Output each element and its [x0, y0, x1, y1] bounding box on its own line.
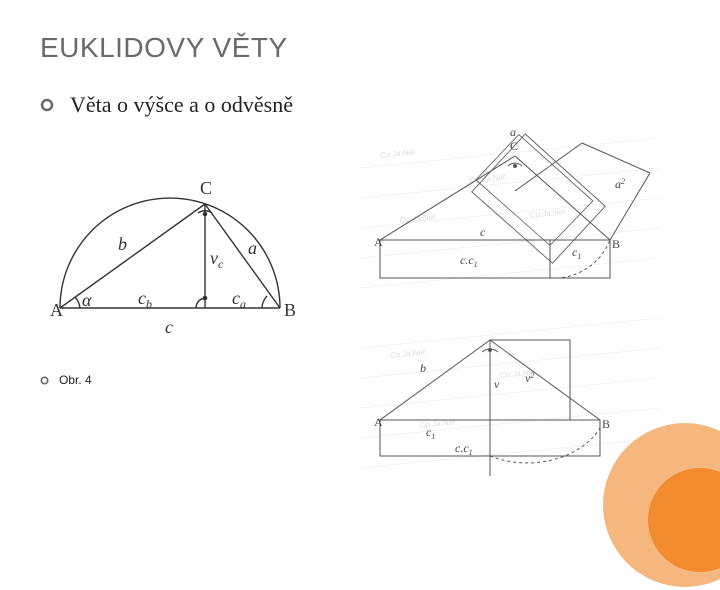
svg-text:c.c1: c.c1	[460, 253, 478, 269]
svg-text:C: C	[510, 139, 518, 153]
svg-text:α: α	[82, 290, 92, 310]
svg-text:b: b	[118, 234, 127, 254]
svg-text:c: c	[165, 317, 173, 337]
svg-text:A: A	[50, 300, 63, 320]
svg-text:v2: v2	[525, 371, 534, 385]
svg-text:a: a	[248, 238, 257, 258]
svg-text:B: B	[612, 237, 620, 251]
svg-text:Co.Ja.Net: Co.Ja.Net	[379, 147, 416, 160]
slide: EUKLIDOVY VĚTY Věta o výšce a o odvěsně	[0, 0, 720, 540]
svg-text:Co.Ja.Net: Co.Ja.Net	[529, 207, 566, 220]
svg-text:a: a	[510, 128, 516, 139]
svg-text:A: A	[374, 415, 383, 429]
circle-bullet-icon	[40, 376, 49, 385]
bullet-text: Věta o výšce a o odvěsně	[70, 92, 293, 118]
svg-text:Co.Ja.Net: Co.Ja.Net	[389, 347, 426, 360]
caption-obr4: Obr. 4	[40, 373, 340, 387]
svg-text:c.c1: c.c1	[455, 441, 473, 457]
svg-text:A: A	[374, 235, 383, 249]
bullet-item-1: Věta o výšce a o odvěsně	[40, 92, 680, 118]
svg-text:B: B	[284, 300, 296, 320]
svg-text:Co.Ja.Net: Co.Ja.Net	[399, 212, 436, 225]
svg-text:ca: ca	[232, 288, 246, 311]
svg-text:cb: cb	[138, 288, 152, 311]
figures-area: A B C b a c vc cb ca α Obr. 4	[40, 128, 680, 478]
figure-right-top: Co.Ja.Net Co.Ja.Net Co.Ja.Net Co.Ja.Net	[360, 128, 660, 298]
svg-text:vc: vc	[210, 248, 224, 271]
svg-text:v: v	[494, 377, 500, 391]
page-title: EUKLIDOVY VĚTY	[40, 32, 680, 64]
svg-text:c: c	[480, 225, 486, 239]
circle-bullet-icon	[40, 98, 54, 112]
corner-decor-icon	[600, 420, 720, 590]
svg-text:Co.Ja.Net: Co.Ja.Net	[419, 417, 456, 430]
svg-text:a2: a2	[615, 177, 625, 191]
caption-text: Obr. 4	[59, 373, 92, 387]
figure-left-triangle: A B C b a c vc cb ca α	[40, 158, 300, 348]
svg-text:b: b	[420, 361, 426, 375]
svg-text:C: C	[200, 178, 212, 198]
left-column: A B C b a c vc cb ca α Obr. 4	[40, 128, 340, 478]
svg-text:c1: c1	[572, 245, 581, 261]
